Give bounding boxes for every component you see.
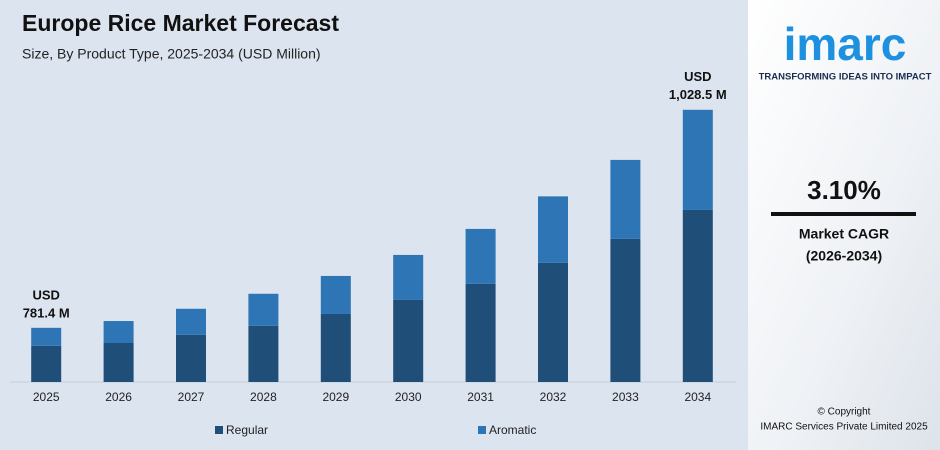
bar-segment (103, 321, 134, 343)
x-tick-label: 2026 (105, 390, 132, 404)
bar-segment (538, 262, 568, 382)
bar-segment (31, 327, 62, 346)
bar-segment (393, 299, 424, 382)
bar-segment (320, 275, 351, 314)
bar-segment (610, 238, 641, 382)
cagr-value: 3.10% (807, 175, 881, 205)
bar-segment (248, 325, 279, 382)
copyright: IMARC Services Private Limited 2025 (760, 422, 928, 433)
chart-subtitle: Size, By Product Type, 2025-2034 (USD Mi… (22, 46, 321, 62)
tagline: TRANSFORMING IDEAS INTO IMPACT (759, 72, 932, 83)
bar-segment (610, 159, 641, 239)
total-label: 781.4 M (23, 305, 70, 320)
bar-segment (465, 283, 496, 382)
bar-segment (682, 209, 713, 382)
bar-segment (103, 343, 134, 382)
bar-segment (393, 254, 424, 300)
legend-swatch (215, 426, 223, 434)
x-tick-label: 2025 (33, 390, 60, 404)
total-label: USD (32, 287, 59, 302)
legend-label: Regular (226, 423, 268, 437)
copyright: © Copyright (818, 407, 871, 418)
x-tick-label: 2028 (250, 390, 277, 404)
legend-label: Aromatic (489, 423, 536, 437)
cagr-label: Market CAGR (799, 226, 889, 242)
x-tick-label: 2031 (467, 390, 494, 404)
bar-segment (31, 345, 62, 382)
bar-segment (176, 308, 206, 335)
x-tick-label: 2032 (540, 390, 567, 404)
x-tick-label: 2029 (322, 390, 349, 404)
bar-segment (248, 293, 279, 326)
x-tick-label: 2027 (178, 390, 205, 404)
legend-swatch (478, 426, 486, 434)
bar-segment (320, 313, 351, 382)
total-label: USD (684, 69, 711, 84)
bar-segment (538, 196, 568, 263)
cagr-label: (2026-2034) (806, 248, 882, 264)
chart-title: Europe Rice Market Forecast (22, 10, 339, 36)
x-tick-label: 2030 (395, 390, 422, 404)
sidebar-background (748, 0, 940, 450)
bar-segment (682, 109, 713, 210)
bar-segment (465, 228, 496, 284)
bar-segment (176, 334, 206, 382)
x-tick-label: 2034 (684, 390, 711, 404)
logo: imarc (784, 18, 907, 70)
x-tick-label: 2033 (612, 390, 639, 404)
total-label: 1,028.5 M (669, 87, 727, 102)
